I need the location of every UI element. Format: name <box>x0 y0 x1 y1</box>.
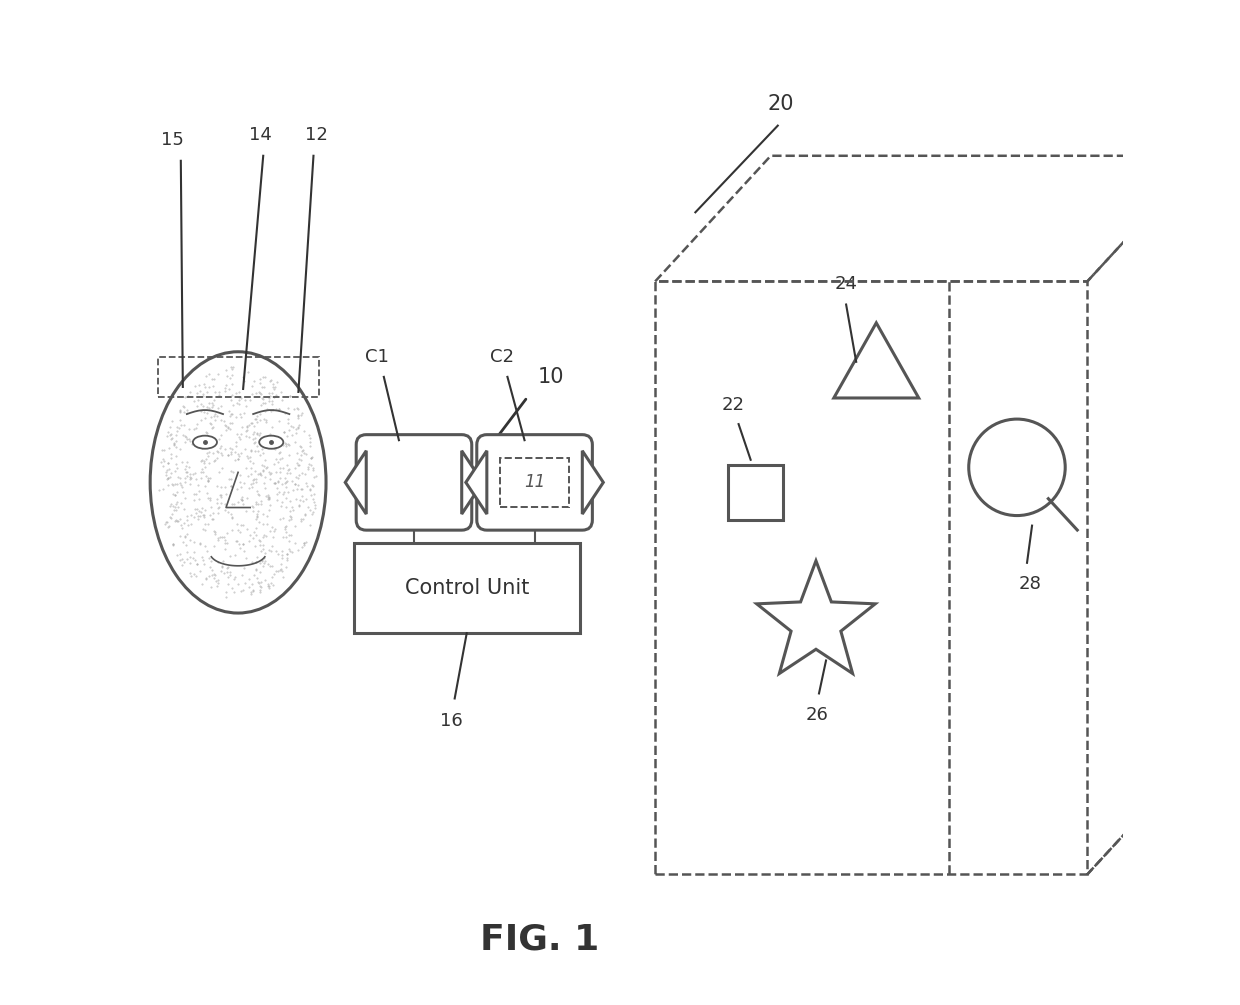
Text: 12: 12 <box>305 126 327 144</box>
Text: 28: 28 <box>1018 575 1042 593</box>
Text: 10: 10 <box>538 367 564 387</box>
Ellipse shape <box>259 435 283 448</box>
Polygon shape <box>583 450 604 514</box>
Bar <box>655 281 1087 874</box>
Text: 26: 26 <box>806 706 828 724</box>
Text: C1: C1 <box>365 348 388 366</box>
Ellipse shape <box>193 435 217 448</box>
Bar <box>353 543 580 633</box>
Text: 22: 22 <box>722 396 745 414</box>
Bar <box>157 357 319 397</box>
FancyBboxPatch shape <box>356 434 471 531</box>
Bar <box>500 457 569 507</box>
Text: 15: 15 <box>161 131 185 149</box>
Polygon shape <box>461 450 482 514</box>
Polygon shape <box>345 450 366 514</box>
Text: 20: 20 <box>768 93 794 114</box>
FancyBboxPatch shape <box>477 434 593 531</box>
Text: C2: C2 <box>490 348 515 366</box>
Text: 24: 24 <box>835 275 858 293</box>
Text: 14: 14 <box>249 126 272 144</box>
Bar <box>728 464 784 521</box>
Text: Control Unit: Control Unit <box>404 578 529 598</box>
Polygon shape <box>466 450 487 514</box>
Text: FIG. 1: FIG. 1 <box>480 923 599 957</box>
Text: 11: 11 <box>525 473 546 491</box>
Text: 16: 16 <box>440 712 463 730</box>
